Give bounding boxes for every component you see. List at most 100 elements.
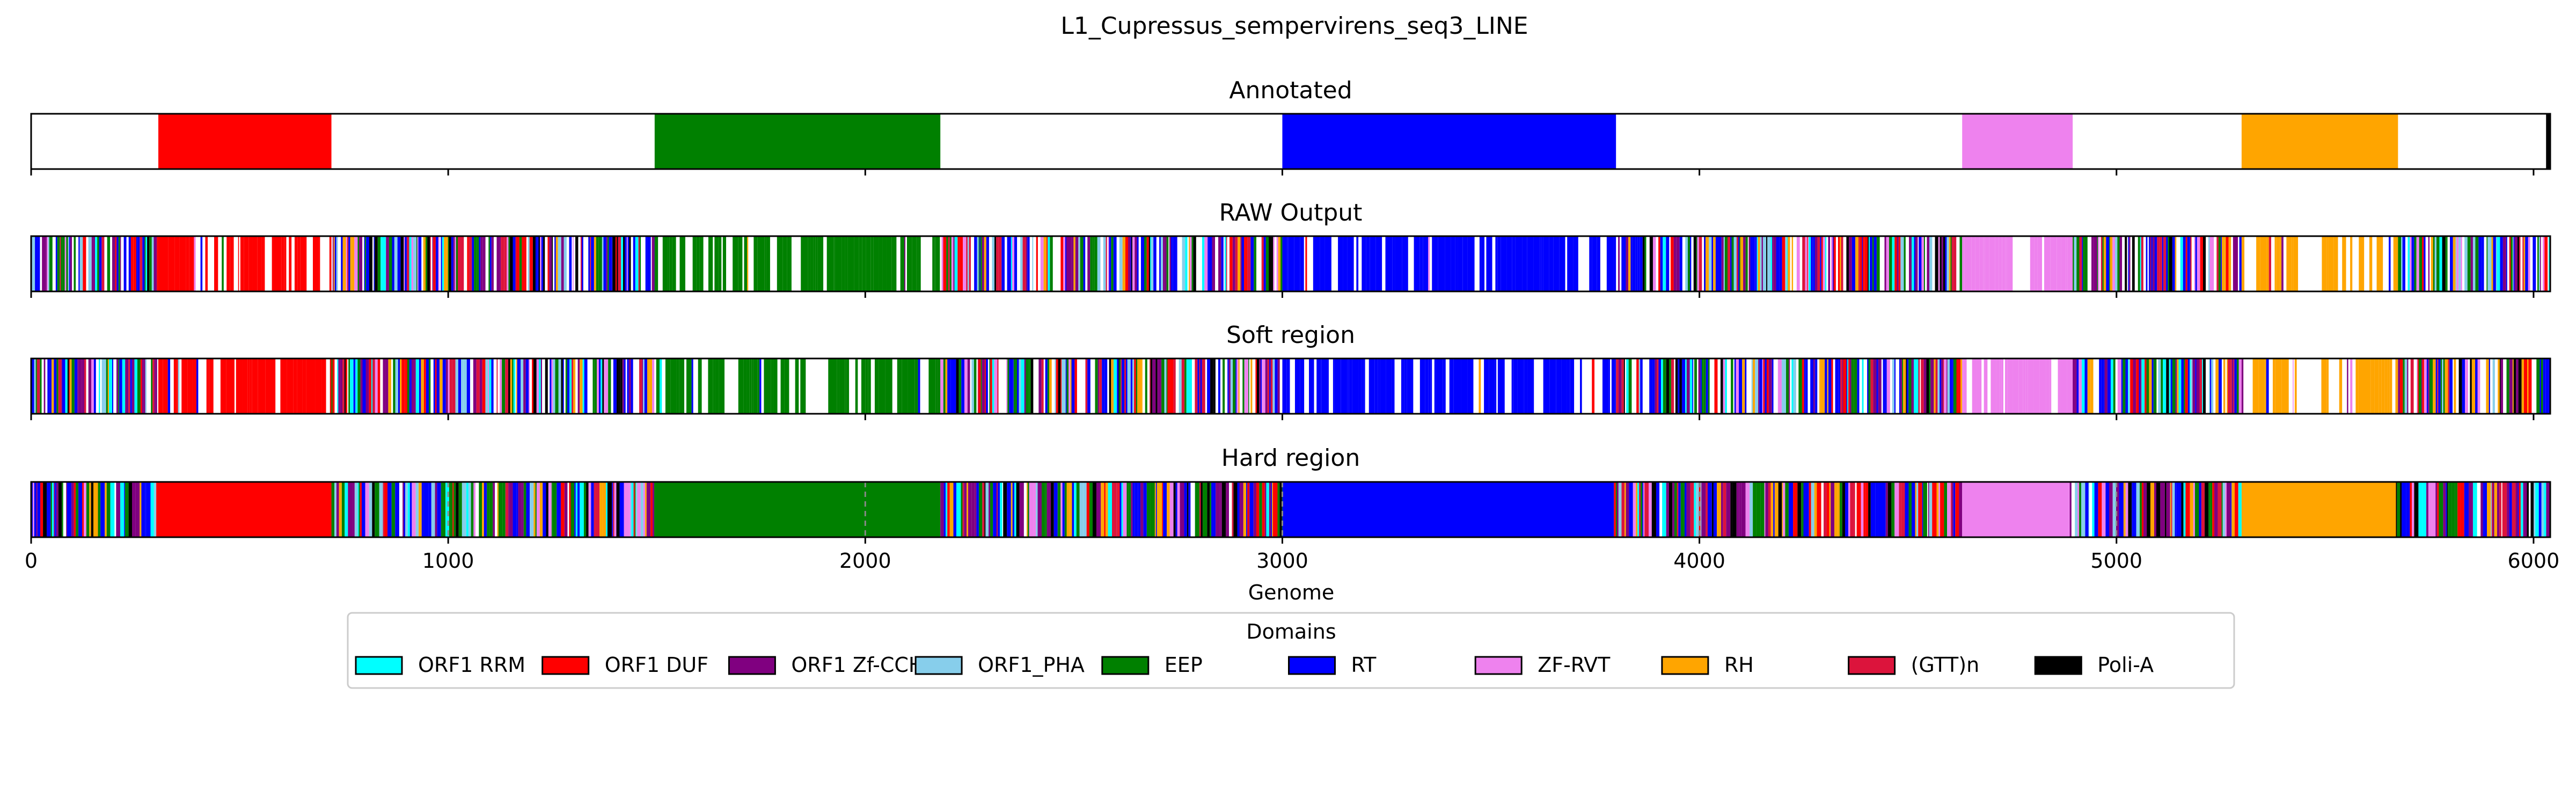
- mixed-bar: [1736, 358, 1739, 414]
- mixed-bar: [336, 236, 338, 291]
- segment-orf1_duf: [178, 236, 180, 291]
- x-tick-label: 0: [25, 549, 38, 573]
- mixed-bar: [2143, 482, 2147, 537]
- mixed-bar: [2099, 358, 2102, 414]
- mixed-bar: [2180, 236, 2182, 291]
- segment-eep: [810, 236, 814, 291]
- segment-orf1_duf: [260, 358, 266, 414]
- mixed-bar: [1249, 482, 1254, 537]
- mixed-bar: [2107, 358, 2111, 414]
- mixed-bar: [1696, 236, 1697, 291]
- mixed-bar: [151, 358, 153, 414]
- mixed-bar: [2149, 358, 2152, 414]
- mixed-bar: [2140, 482, 2142, 537]
- mixed-bar: [2177, 358, 2179, 414]
- mixed-bar: [1884, 236, 1886, 291]
- mixed-bar: [1739, 482, 1741, 537]
- mixed-bar: [1959, 236, 1963, 291]
- mixed-bar: [375, 358, 378, 414]
- mixed-bar: [391, 482, 396, 537]
- mixed-bar: [613, 358, 617, 414]
- mixed-bar: [2546, 482, 2550, 537]
- mixed-bar: [1846, 358, 1848, 414]
- mixed-bar: [1592, 358, 1595, 414]
- mixed-bar: [2074, 236, 2077, 291]
- segment-rt: [1592, 236, 1597, 291]
- mixed-bar: [93, 236, 96, 291]
- mixed-bar: [477, 236, 479, 291]
- segment-rt: [1615, 358, 1616, 414]
- mixed-bar: [647, 358, 650, 414]
- segment-eep: [833, 236, 835, 291]
- mixed-bar: [1124, 358, 1126, 414]
- mixed-bar: [1266, 482, 1269, 537]
- mixed-bar: [1186, 358, 1188, 414]
- mixed-bar: [2149, 236, 2151, 291]
- mixed-bar: [1801, 358, 1802, 414]
- mixed-bar: [455, 236, 456, 291]
- mixed-bar: [405, 236, 407, 291]
- mixed-bar: [2141, 482, 2144, 537]
- segment-zf_rvt: [1975, 236, 1980, 291]
- legend-entry-orf1_pha: ORF1_PHA: [914, 653, 1085, 677]
- mixed-bar: [591, 482, 594, 537]
- mixed-bar: [151, 236, 154, 291]
- mixed-bar: [551, 482, 553, 537]
- mixed-bar: [1935, 236, 1938, 291]
- mixed-bar: [2209, 236, 2213, 291]
- mixed-bar: [423, 358, 426, 414]
- mixed-bar: [619, 482, 624, 537]
- mixed-bar: [1894, 236, 1897, 291]
- mixed-bar: [1894, 358, 1896, 414]
- mixed-bar: [2128, 236, 2129, 291]
- mixed-bar: [430, 236, 431, 291]
- mixed-bar: [2146, 358, 2149, 414]
- mixed-bar: [1676, 236, 1680, 291]
- track-bars: [31, 482, 2550, 537]
- mixed-bar: [529, 236, 533, 291]
- mixed-bar: [1279, 482, 1282, 537]
- mixed-bar: [1801, 482, 1804, 537]
- mixed-bar: [1787, 236, 1788, 291]
- mixed-bar: [93, 482, 98, 537]
- mixed-bar: [1226, 482, 1230, 537]
- mixed-bar: [1159, 236, 1161, 291]
- mixed-bar: [1175, 482, 1177, 537]
- mixed-bar: [56, 482, 58, 537]
- mixed-bar: [521, 358, 524, 414]
- mixed-bar: [2499, 482, 2501, 537]
- mixed-bar: [1623, 236, 1626, 291]
- mixed-bar: [361, 482, 365, 537]
- mixed-bar: [1713, 482, 1717, 537]
- mixed-bar: [2493, 236, 2496, 291]
- mixed-bar: [153, 482, 157, 537]
- mixed-bar: [1766, 236, 1768, 291]
- mixed-bar: [958, 358, 962, 414]
- mixed-bar: [2190, 482, 2193, 537]
- mixed-bar: [1797, 482, 1802, 537]
- segment-eep: [935, 358, 938, 414]
- mixed-bar: [61, 358, 62, 414]
- segment-eep: [908, 358, 915, 414]
- mixed-bar: [58, 358, 62, 414]
- mixed-bar: [47, 236, 48, 291]
- mixed-bar: [1132, 236, 1135, 291]
- mixed-bar: [1863, 236, 1865, 291]
- mixed-bar: [639, 358, 642, 414]
- segment-rt: [1349, 358, 1351, 414]
- mixed-bar: [1046, 236, 1048, 291]
- segment-eep: [669, 236, 672, 291]
- mixed-bar: [116, 482, 121, 537]
- segment-rt: [1374, 358, 1378, 414]
- mixed-bar: [2497, 236, 2498, 291]
- segment-eep: [912, 236, 917, 291]
- mixed-bar: [961, 482, 963, 537]
- mixed-bar: [646, 482, 651, 537]
- legend-label: Poli-A: [2097, 653, 2154, 677]
- mixed-bar: [1724, 236, 1728, 291]
- mixed-bar: [1802, 236, 1805, 291]
- mixed-bar: [2498, 358, 2500, 414]
- mixed-bar: [1099, 358, 1102, 414]
- mixed-bar: [410, 358, 412, 414]
